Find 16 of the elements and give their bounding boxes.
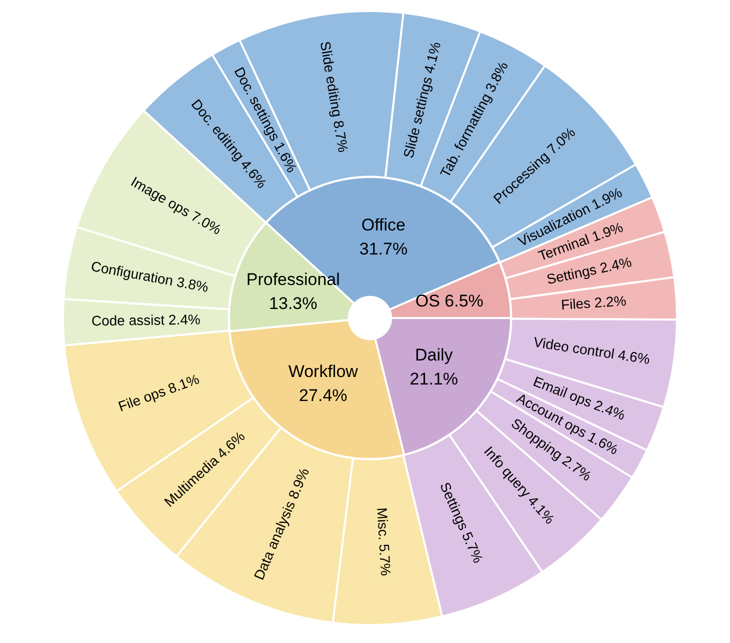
slice-label: Professional [246,270,340,289]
slice-label: File ops 8.1% [116,370,202,414]
slice-label: Slide editing 8.7% [317,40,352,154]
data-label: 21.1% [410,370,458,389]
data-label: 31.7% [359,240,408,259]
slice-label: Slide settings 4.1% [400,40,444,160]
slice-label: Daily [414,346,454,365]
data-label: 27.4% [299,386,348,405]
slice-label: Office [361,216,406,235]
slice-label: Video control 4.6% [532,334,651,368]
slice-label: Files 2.2% [560,292,627,313]
slice-label: Workflow [288,362,359,381]
slice-label: Misc. 5.7% [374,507,394,576]
slice-label: Code assist 2.4% [91,311,200,329]
slice-label: OS 6.5% [415,291,484,310]
data-label: 13.3% [269,294,318,313]
